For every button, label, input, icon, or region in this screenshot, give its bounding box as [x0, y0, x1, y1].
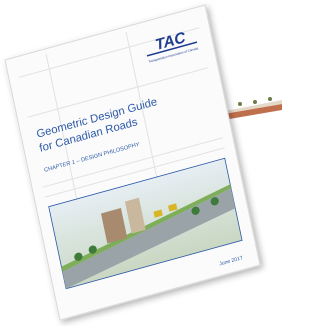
scene: TAC Transportation Association of Canada… — [0, 0, 282, 326]
page: TAC Transportation Association of Canada… — [0, 0, 282, 326]
book-cover: TAC Transportation Association of Canada… — [5, 5, 260, 320]
